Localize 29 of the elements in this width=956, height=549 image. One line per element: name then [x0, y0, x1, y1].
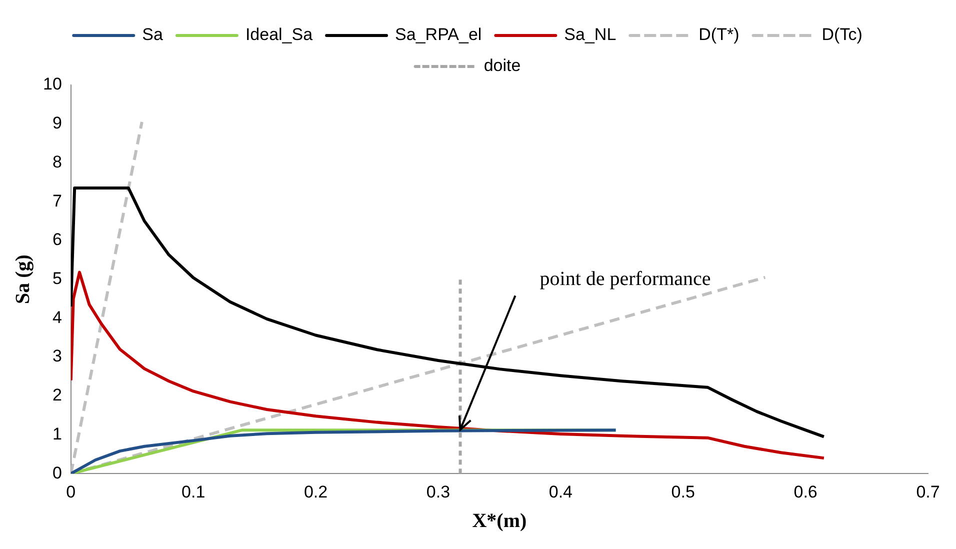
legend-label: Sa — [142, 25, 164, 44]
legend-label: doite — [484, 56, 521, 76]
y-tick-label: 3 — [52, 346, 62, 366]
y-tick-label: 5 — [52, 268, 62, 288]
y-tick-label: 6 — [52, 230, 62, 250]
legend-label: Sa_RPA_el — [395, 25, 482, 44]
x-tick-label: 0.5 — [671, 482, 695, 502]
legend-label: D(T*) — [698, 25, 740, 44]
y-tick-label: 2 — [52, 386, 62, 405]
x-axis-title: X*(m) — [472, 510, 527, 532]
x-tick-label: 0.6 — [794, 482, 818, 502]
legend-label: D(Tc) — [822, 25, 862, 44]
x-tick-label: 0.3 — [426, 482, 450, 502]
x-tick-label: 0.4 — [548, 482, 572, 502]
x-tick-label: 0.2 — [304, 482, 328, 502]
y-tick-label: 9 — [52, 114, 62, 133]
y-tick-label: 1 — [52, 424, 62, 444]
legend-label: Ideal_Sa — [245, 25, 314, 44]
x-tick-label: 0.7 — [916, 482, 940, 502]
x-tick-label: 0 — [66, 482, 76, 502]
y-axis-title: Sa (g) — [12, 254, 34, 304]
annotation: point de performance — [540, 268, 711, 290]
legend-label: Sa_NL — [564, 25, 616, 44]
y-tick-label: 4 — [52, 308, 62, 327]
y-tick-label: 7 — [52, 191, 62, 210]
y-tick-label: 0 — [52, 463, 62, 482]
y-tick-label: 8 — [52, 152, 62, 172]
x-tick-label: 0.1 — [182, 482, 206, 502]
y-tick-label: 10 — [42, 74, 62, 94]
